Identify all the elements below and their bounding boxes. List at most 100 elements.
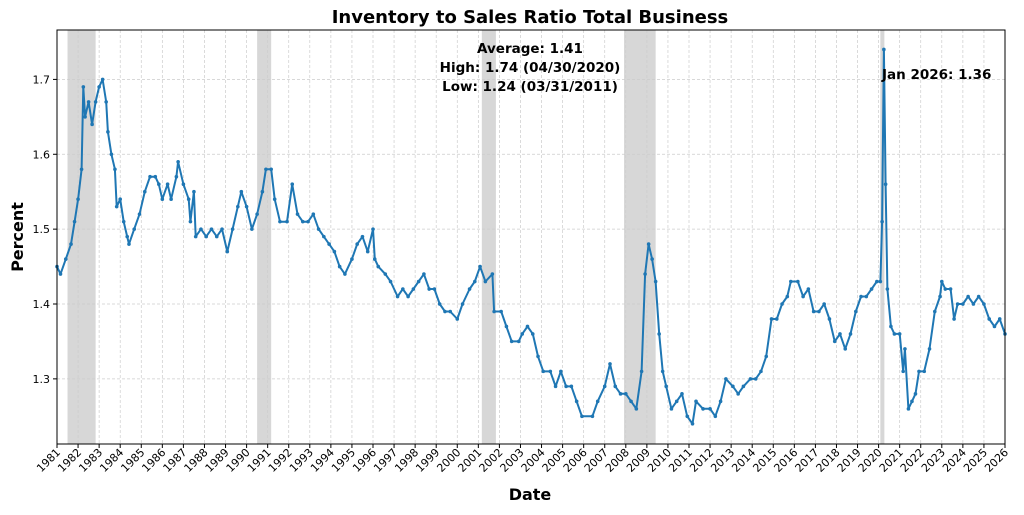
data-point: [701, 407, 705, 411]
data-point: [264, 167, 268, 172]
data-point: [58, 272, 63, 276]
data-point: [499, 309, 503, 314]
data-point: [239, 189, 244, 194]
data-point: [955, 302, 960, 306]
data-point: [680, 392, 684, 396]
data-point: [913, 392, 918, 396]
data-point: [660, 369, 665, 374]
data-point: [917, 369, 921, 374]
data-point: [595, 399, 600, 404]
data-point: [639, 369, 644, 374]
data-point: [753, 377, 758, 381]
data-point: [764, 354, 769, 359]
x-axis: 1981198219831984198519861987198819891990…: [34, 444, 1011, 475]
y-tick-label: 1.6: [33, 148, 51, 161]
data-point: [889, 324, 893, 329]
y-tick-label: 1.7: [33, 73, 51, 86]
data-point: [360, 234, 365, 239]
data-point: [801, 294, 805, 299]
data-point: [708, 407, 712, 411]
data-point: [927, 347, 932, 351]
data-point: [125, 234, 130, 239]
data-point: [961, 302, 965, 306]
data-point: [460, 302, 465, 306]
x-tick-label: 2026: [982, 446, 1011, 475]
data-point: [885, 287, 890, 291]
recession-band: [624, 30, 656, 444]
data-point: [910, 399, 914, 404]
data-point: [553, 384, 558, 389]
data-point: [188, 219, 193, 224]
data-point: [504, 324, 509, 329]
data-point: [713, 414, 718, 419]
data-point: [355, 242, 360, 246]
data-point: [395, 294, 400, 299]
data-point: [132, 227, 137, 231]
data-point: [669, 407, 674, 411]
data-point: [311, 212, 316, 216]
data-point: [718, 399, 723, 404]
plot-frame: [56, 29, 1006, 445]
data-point: [806, 287, 811, 291]
data-point: [789, 279, 793, 284]
data-point: [376, 264, 381, 269]
data-point: [811, 309, 816, 314]
data-point: [153, 174, 158, 179]
data-point: [343, 272, 347, 276]
data-point: [278, 219, 282, 224]
data-point: [878, 279, 883, 284]
y-tick-label: 1.5: [33, 223, 51, 236]
data-point: [869, 287, 874, 291]
data-point: [838, 332, 842, 336]
data-point: [69, 242, 73, 246]
data-point: [90, 122, 94, 127]
data-point: [83, 115, 87, 119]
data-point: [269, 167, 273, 172]
data-point: [932, 309, 937, 314]
data-point: [209, 227, 214, 231]
data-point: [982, 302, 986, 306]
recession-band: [481, 30, 496, 444]
data-point: [741, 384, 746, 389]
data-point: [295, 212, 300, 216]
data-point: [987, 317, 991, 321]
data-point: [569, 384, 574, 389]
data-point: [137, 212, 142, 216]
data-point: [536, 354, 540, 359]
data-point: [86, 100, 91, 104]
data-point: [618, 392, 623, 396]
data-point: [785, 294, 790, 299]
data-point: [736, 392, 740, 396]
data-point: [422, 272, 426, 276]
data-point: [416, 279, 421, 284]
data-point: [250, 227, 254, 231]
data-point: [165, 182, 170, 187]
data-point: [437, 302, 442, 306]
data-point: [193, 234, 198, 239]
data-point: [365, 249, 370, 254]
data-point: [690, 421, 695, 426]
data-point: [880, 219, 884, 224]
data-point: [106, 130, 110, 134]
data-point: [371, 227, 375, 231]
data-point: [624, 392, 628, 396]
data-point: [160, 197, 165, 201]
data-point: [992, 324, 997, 329]
data-point: [214, 234, 219, 239]
data-point: [383, 272, 388, 276]
data-point: [650, 257, 654, 261]
y-axis: 1.3 1.4 1.5 1.6 1.7: [33, 73, 57, 386]
data-point: [186, 197, 191, 201]
data-point: [93, 100, 98, 104]
data-point: [114, 204, 119, 209]
data-point: [971, 302, 976, 306]
data-point: [72, 219, 77, 224]
data-point: [490, 272, 495, 276]
data-point: [774, 317, 779, 321]
annotation-low: Low: 1.24 (03/31/2011): [442, 79, 618, 95]
data-point: [169, 197, 173, 201]
data-point: [541, 369, 546, 374]
data-point: [192, 189, 196, 194]
data-point: [530, 332, 535, 336]
